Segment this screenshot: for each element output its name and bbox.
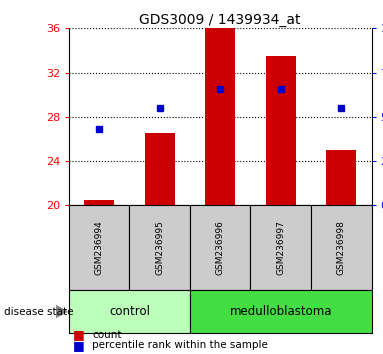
Bar [129, 205, 190, 290]
Text: GSM236998: GSM236998 [337, 220, 346, 275]
Bar [205, 28, 235, 205]
Text: control: control [109, 305, 150, 318]
Bar [250, 205, 311, 290]
Text: disease state: disease state [4, 307, 73, 316]
Polygon shape [56, 305, 67, 318]
Bar [84, 200, 115, 205]
Bar [266, 56, 296, 205]
Text: ■: ■ [73, 339, 85, 352]
Bar [69, 290, 190, 333]
Text: medulloblastoma: medulloblastoma [229, 305, 332, 318]
Text: count: count [92, 330, 121, 339]
Bar [190, 205, 250, 290]
Bar [190, 290, 372, 333]
Text: percentile rank within the sample: percentile rank within the sample [92, 340, 268, 350]
Text: GSM236996: GSM236996 [216, 220, 225, 275]
Bar [326, 150, 357, 205]
Bar [69, 205, 129, 290]
Bar [145, 133, 175, 205]
Text: GSM236995: GSM236995 [155, 220, 164, 275]
Title: GDS3009 / 1439934_at: GDS3009 / 1439934_at [139, 13, 301, 27]
Text: GSM236997: GSM236997 [276, 220, 285, 275]
Bar [311, 205, 372, 290]
Text: GSM236994: GSM236994 [95, 221, 104, 275]
Text: ■: ■ [73, 328, 85, 341]
